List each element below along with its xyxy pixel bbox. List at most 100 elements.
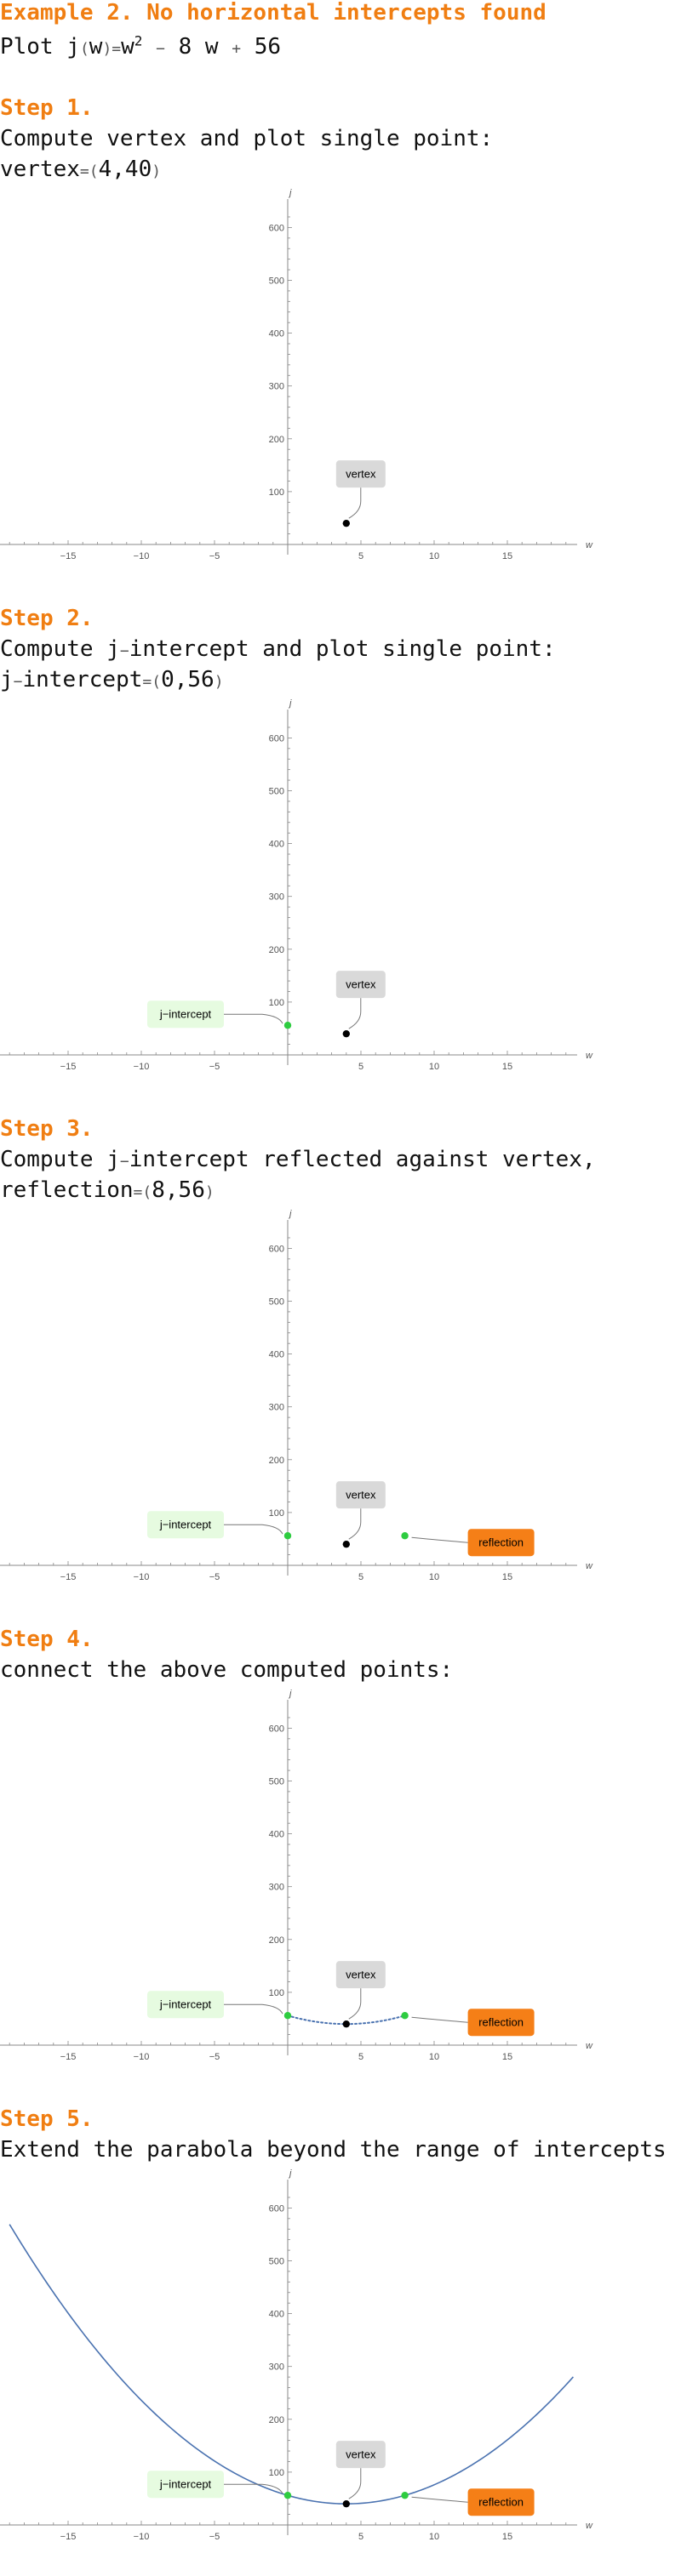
y-tick-label: 600	[269, 2203, 284, 2214]
vertex-box	[335, 1961, 386, 1989]
x-axis-label: w	[586, 1051, 593, 1061]
y-tick-label: 400	[269, 840, 284, 850]
reflection-leader-line	[411, 2496, 468, 2503]
y-tick-label: 200	[269, 1456, 284, 1466]
j-intercept-point	[283, 2012, 292, 2020]
vertex-callout: vertex	[335, 2441, 386, 2499]
x-tick-label: −5	[209, 2052, 220, 2062]
j-intercept-box	[147, 1991, 224, 2019]
x-tick-label: −5	[209, 1572, 220, 1582]
text-part: Compute j	[0, 1147, 120, 1172]
y-tick-label: 500	[269, 276, 284, 287]
reflection-callout: reflection	[411, 2009, 535, 2037]
plus-sign: +	[232, 40, 242, 58]
y-tick-label: 400	[269, 1830, 284, 1840]
step-3-line-1: Compute j−intercept reflected against ve…	[0, 1147, 596, 1175]
text-part: intercept and plot single point:	[129, 636, 556, 662]
intercept-value: 0,56	[161, 667, 215, 692]
x-tick-label: 5	[358, 551, 363, 561]
y-tick-label: 500	[269, 2257, 284, 2267]
y-tick-label: 100	[269, 1508, 284, 1519]
step-2-line-1: Compute j−intercept and plot single poin…	[0, 636, 556, 664]
x-axis-label: w	[586, 2041, 593, 2051]
x-tick-label: −10	[134, 2532, 150, 2542]
x-tick-label: 15	[502, 551, 512, 561]
vertex-callout: vertex	[335, 1481, 386, 1540]
chart-svg: −15 −10 −5 5 10 15 100 200 300 400 500 600 w j vertex	[0, 189, 593, 561]
text-part: Compute j	[0, 636, 120, 662]
equals-sign: =	[79, 162, 89, 180]
x-tick-label: −15	[60, 2052, 77, 2062]
equals-sign: =	[133, 1183, 143, 1201]
x-axis-label: w	[586, 2521, 593, 2531]
reflection-box	[467, 2009, 535, 2037]
step-2-line-2: j−intercept=(0,56)	[0, 667, 224, 695]
vertex-value: 4,40	[98, 157, 152, 182]
vertex-label: vertex	[346, 2448, 376, 2461]
paren-open: (	[142, 1183, 152, 1201]
vertex-box	[335, 2441, 386, 2469]
paren-open: (	[152, 673, 162, 691]
vertex-leader-line	[348, 2468, 362, 2499]
x-tick-label: −15	[60, 1062, 77, 1072]
j-intercept-callout: j−intercept	[147, 2471, 283, 2499]
y-tick-label: 400	[269, 329, 284, 339]
y-tick-label: 600	[269, 223, 284, 233]
reflection-point	[401, 1532, 409, 1540]
x-tick-label: 15	[502, 2532, 512, 2542]
reflection-label: reflection	[478, 1536, 524, 1549]
step-1-line-2: vertex=(4,40)	[0, 157, 161, 185]
y-axis-label: j	[288, 1210, 292, 1219]
vertex-label: vertex	[346, 1489, 376, 1502]
x-tick-label: 5	[358, 2052, 363, 2062]
vertex-box	[335, 1481, 386, 1509]
step-5-heading: Step 5.	[0, 2106, 94, 2132]
paren-open: (	[89, 162, 99, 180]
paren-close: )	[152, 162, 162, 180]
plot-step-5: −15 −10 −5 5 10 15 100 200 300 400 500 600 w j vertex j…	[0, 2169, 681, 2561]
vertex-box	[335, 460, 386, 488]
minus-sign: −	[156, 40, 165, 58]
x-tick-label: −15	[60, 2532, 77, 2542]
vertex-label: vertex	[346, 468, 376, 481]
vertex-callout: vertex	[335, 971, 386, 1029]
step-1-heading: Step 1.	[0, 95, 94, 121]
j-intercept-leader-line	[224, 2483, 283, 2494]
y-tick-label: 300	[269, 2362, 284, 2373]
j-intercept-box	[147, 1511, 224, 1539]
y-tick-label: 600	[269, 733, 284, 744]
equals-sign: =	[142, 673, 152, 691]
step-2-heading: Step 2.	[0, 606, 94, 631]
paren-close: )	[102, 40, 112, 58]
x-tick-label: −5	[209, 1062, 220, 1072]
j-intercept-callout: j−intercept	[147, 1511, 283, 1539]
j-intercept-label: j−intercept	[159, 1519, 212, 1531]
vertex-callout: vertex	[335, 1961, 386, 2020]
reflection-leader-line	[411, 1536, 468, 1543]
reflection-point	[401, 2492, 409, 2499]
y-tick-label: 500	[269, 787, 284, 797]
reflection-callout: reflection	[411, 1529, 535, 1557]
parabola-curve	[9, 2224, 574, 2505]
vertex-word: vertex	[0, 157, 80, 182]
reflection-point	[401, 2012, 409, 2020]
plot-step-1: −15 −10 −5 5 10 15 100 200 300 400 500 600 w j vertex	[0, 189, 681, 580]
step-5-line-1: Extend the parabola beyond the range of …	[0, 2137, 667, 2163]
j-intercept-callout: j−intercept	[147, 1000, 283, 1029]
chart-svg: −15 −10 −5 5 10 15 100 200 300 400 500 600 w j vertex j…	[0, 699, 593, 1072]
x-tick-label: 15	[502, 2052, 512, 2062]
paren-close: )	[204, 1183, 215, 1201]
y-axis-label: j	[288, 699, 292, 709]
x-tick-label: 5	[358, 1062, 363, 1072]
function-definition: Plot j(w)=w2 − 8 w + 56	[0, 34, 281, 62]
y-tick-label: 600	[269, 1244, 284, 1254]
vertex-point	[342, 2499, 350, 2508]
x-tick-label: −15	[60, 1572, 77, 1582]
x-tick-label: 10	[429, 1062, 439, 1072]
j-intercept-point	[283, 2492, 292, 2499]
plot-step-2: −15 −10 −5 5 10 15 100 200 300 400 500 600 w j vertex j…	[0, 699, 681, 1091]
expr-term-b: 8 w	[178, 34, 219, 60]
x-tick-label: 10	[429, 1572, 439, 1582]
y-axis-label: j	[288, 1690, 292, 1699]
vertex-label: vertex	[346, 1969, 376, 1981]
